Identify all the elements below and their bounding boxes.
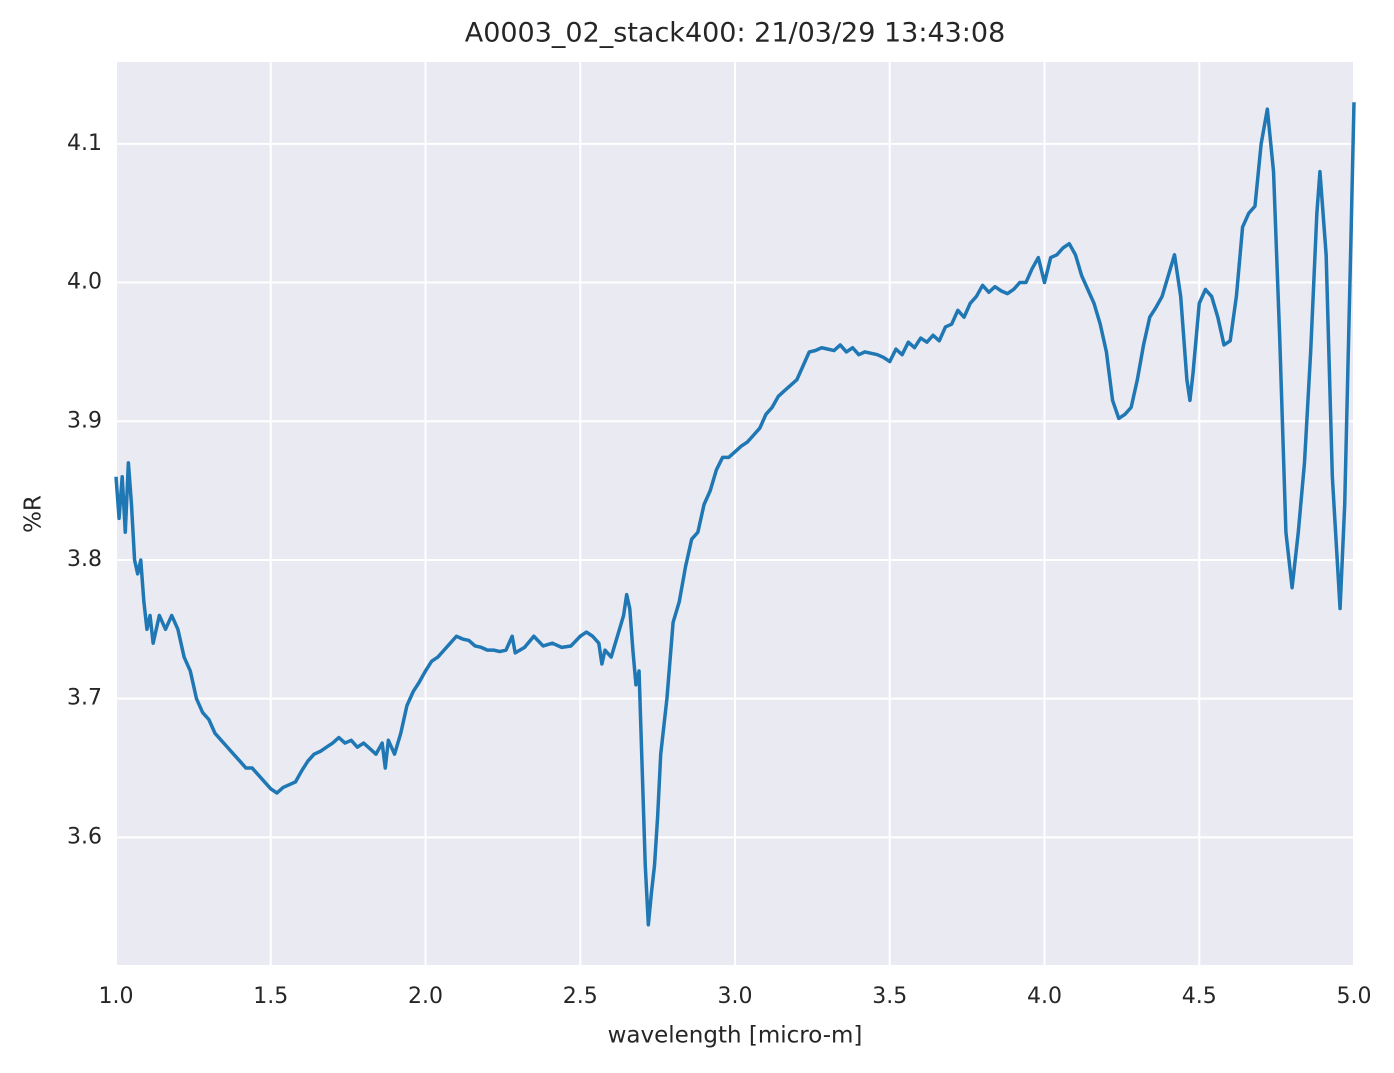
- x-tick-label: 3.0: [718, 984, 753, 1009]
- x-axis-label: wavelength [micro-m]: [608, 1023, 863, 1049]
- x-tick-label: 1.0: [99, 984, 134, 1009]
- x-tick-label: 5.0: [1337, 984, 1372, 1009]
- chart-title: A0003_02_stack400: 21/03/29 13:43:08: [465, 18, 1006, 49]
- x-tick-label: 4.0: [1027, 984, 1062, 1009]
- x-tick-label: 2.5: [563, 984, 598, 1009]
- y-tick-label: 3.9: [67, 408, 102, 433]
- y-tick-label: 4.0: [67, 270, 102, 295]
- data-line: [114, 102, 1356, 927]
- x-tick-label: 2.0: [408, 984, 443, 1009]
- y-tick-label: 3.7: [67, 686, 102, 711]
- y-tick-label: 3.6: [67, 824, 102, 849]
- y-tick-label: 4.1: [67, 131, 102, 156]
- y-axis-label: %R: [21, 495, 47, 533]
- x-tick-label: 3.5: [872, 984, 907, 1009]
- y-tick-label: 3.8: [67, 547, 102, 572]
- x-tick-label: 1.5: [253, 984, 288, 1009]
- x-tick-label: 4.5: [1182, 984, 1217, 1009]
